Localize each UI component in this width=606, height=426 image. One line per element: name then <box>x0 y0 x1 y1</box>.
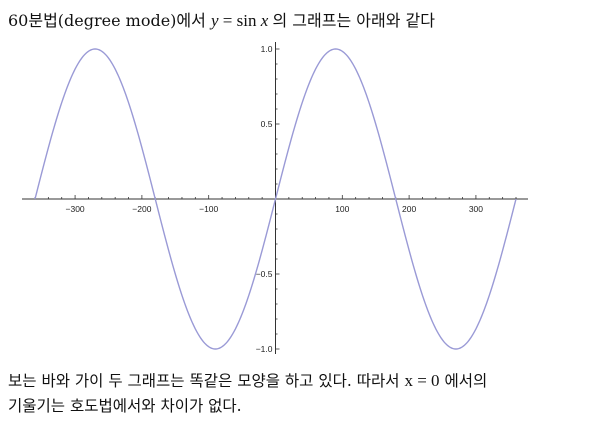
y-tick-label: 0.5 <box>261 119 273 129</box>
equation-sin: = sin <box>218 11 261 30</box>
equation-x: x <box>260 11 269 30</box>
sine-curve <box>34 48 517 350</box>
conclusion-line-1: 보는 바와 가이 두 그래프는 똑같은 모양을 하고 있다. 따라서 x = 0… <box>8 368 487 394</box>
sine-graph: −300 −200 −100 100 200 300 1.0 0.5 −0.5 −1.0 <box>22 42 528 354</box>
intro-prefix: 60분법(degree mode)에서 <box>8 11 206 30</box>
ticks: −300 −200 −100 100 200 300 1.0 0.5 −0.5 −1.0 <box>34 44 517 354</box>
conclusion-equation: x = 0 <box>404 371 440 390</box>
conclusion-suffix: 에서의 <box>444 372 488 390</box>
x-tick-label: −100 <box>199 204 218 214</box>
x-tick-label: 300 <box>469 204 483 214</box>
x-tick-label: −300 <box>66 204 85 214</box>
sine-equation: y = sin x <box>211 11 273 30</box>
conclusion-prefix: 보는 바와 가이 두 그래프는 똑같은 모양을 하고 있다. 따라서 <box>8 372 400 390</box>
y-tick-label: −1.0 <box>256 344 273 354</box>
x-tick-label: −200 <box>132 204 151 214</box>
conclusion-line-2: 기울기는 호도법에서와 차이가 없다. <box>8 397 242 415</box>
y-tick-label: 1.0 <box>261 44 273 54</box>
equation-y: y <box>210 11 219 30</box>
intro-sentence: 60분법(degree mode)에서 y = sin x 의 그래프는 아래와… <box>8 10 435 32</box>
conclusion-text: 보는 바와 가이 두 그래프는 똑같은 모양을 하고 있다. 따라서 x = 0… <box>8 368 487 419</box>
x-tick-label: 200 <box>402 204 416 214</box>
axes <box>22 42 528 354</box>
y-tick-label: −0.5 <box>256 269 273 279</box>
x-tick-label: 100 <box>335 204 349 214</box>
intro-suffix: 의 그래프는 아래와 같다 <box>272 11 435 30</box>
